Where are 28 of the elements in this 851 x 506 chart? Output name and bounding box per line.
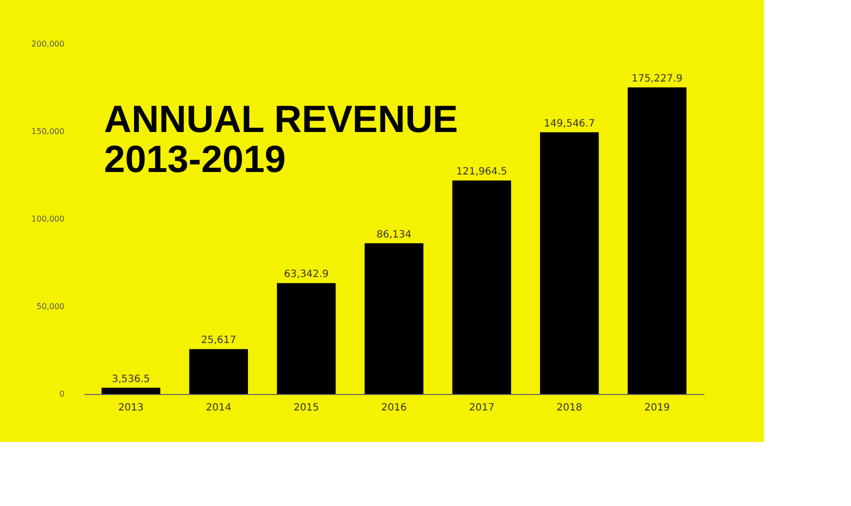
x-tick-label: 2018 [556,402,582,414]
y-tick-label: 0 [59,390,64,398]
bar [276,283,336,394]
y-tick-label: 150,000 [31,127,64,136]
bar [628,87,686,394]
bar [540,132,599,394]
bar [364,243,424,394]
data-label: 63,342.9 [284,269,329,280]
data-label: 86,134 [376,229,412,240]
x-tick-label: 2017 [468,402,494,414]
bar [189,349,248,394]
bar [102,388,160,394]
text: 2013-2019 [104,139,286,181]
x-tick-label: 2014 [206,402,232,414]
data-label: 121,964.5 [456,166,508,178]
bar [452,180,512,394]
data-label: 3,536.5 [112,374,150,385]
y-tick-label: 50,000 [36,302,64,311]
data-label: 175,227.9 [632,73,683,84]
x-tick-label: 2016 [381,402,407,414]
data-label: 25,617 [201,335,236,346]
data-label: 149,546.7 [544,118,595,130]
x-tick-label: 2019 [644,402,670,414]
text: ANNUAL REVENUE [104,99,458,141]
y-tick-label: 100,000 [31,214,64,224]
x-tick-label: 2015 [294,402,320,414]
y-tick-label: 200,000 [31,40,64,48]
x-tick-label: 2013 [118,402,144,414]
